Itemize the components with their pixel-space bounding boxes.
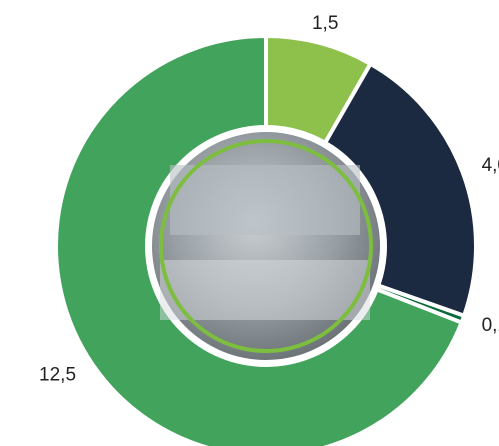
photo-detail bbox=[170, 165, 360, 235]
value-label: 1,5 bbox=[312, 13, 338, 34]
value-label: 4,0 bbox=[482, 155, 499, 176]
slices bbox=[54, 33, 478, 446]
value-label: 0,1 bbox=[482, 315, 499, 336]
value-label: 12,5 bbox=[39, 365, 76, 386]
center-outline bbox=[159, 139, 373, 353]
photo-detail bbox=[160, 260, 370, 320]
